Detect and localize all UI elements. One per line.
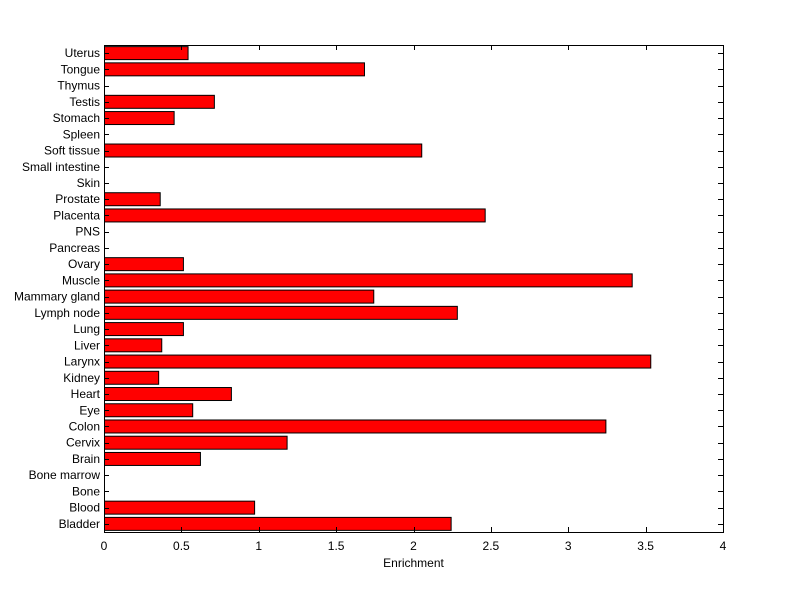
x-tick-label-6: 3 [565, 539, 572, 553]
y-tick-label-bone: Bone [72, 484, 100, 498]
y-tick-label-placenta: Placenta [53, 208, 100, 222]
y-tick-label-bone-marrow: Bone marrow [29, 468, 101, 482]
bar-mammary-gland [104, 289, 375, 304]
bar-lung [104, 322, 184, 337]
y-tick-label-kidney: Kidney [63, 371, 100, 385]
bar-colon [104, 419, 607, 434]
bar-muscle [104, 273, 633, 288]
bar-testis [104, 94, 215, 109]
y-tick-label-cervix: Cervix [66, 436, 100, 450]
y-tick-label-small-intestine: Small intestine [22, 160, 100, 174]
bar-cervix [104, 435, 288, 450]
y-tick-label-prostate: Prostate [55, 192, 100, 206]
y-tick-label-mammary-gland: Mammary gland [14, 290, 100, 304]
y-tick-label-thymus: Thymus [57, 79, 100, 93]
y-tick-label-colon: Colon [69, 419, 100, 433]
x-tick-label-0: 0 [101, 539, 108, 553]
y-tick-label-spleen: Spleen [63, 127, 100, 141]
x-tick-label-1: 0.5 [173, 539, 190, 553]
x-axis-label: Enrichment [383, 556, 444, 570]
y-tick-label-testis: Testis [69, 95, 100, 109]
bar-soft-tissue [104, 143, 423, 158]
y-tick-label-ovary: Ovary [68, 257, 100, 271]
y-tick-label-lymph-node: Lymph node [34, 306, 100, 320]
y-tick-label-liver: Liver [74, 338, 100, 352]
y-tick-label-bladder: Bladder [59, 517, 100, 531]
y-tick-label-heart: Heart [71, 387, 101, 401]
bars-group [104, 46, 652, 531]
bar-larynx [104, 354, 652, 369]
bar-stomach [104, 111, 175, 126]
y-tick-label-larynx: Larynx [64, 355, 100, 369]
y-tick-label-blood: Blood [69, 501, 100, 515]
bar-placenta [104, 208, 486, 223]
x-tick-label-2: 1 [255, 539, 262, 553]
y-axis-ticks: Bladder Blood Bone Bone marrow Brain Cervix Co… [14, 46, 723, 531]
x-tick-label-4: 2 [410, 539, 417, 553]
x-tick-label-5: 2.5 [483, 539, 500, 553]
x-tick-label-7: 3.5 [637, 539, 654, 553]
plot-area-frame [104, 45, 724, 533]
y-tick-label-stomach: Stomach [53, 111, 100, 125]
y-tick-label-uterus: Uterus [65, 46, 100, 60]
bar-liver [104, 338, 163, 353]
y-tick-label-soft-tissue: Soft tissue [44, 144, 100, 158]
y-tick-label-pns: PNS [75, 225, 100, 239]
bar-bladder [104, 516, 452, 531]
x-tick-label-3: 1.5 [328, 539, 345, 553]
y-tick-label-muscle: Muscle [62, 273, 100, 287]
y-tick-label-skin: Skin [77, 176, 100, 190]
y-tick-label-lung: Lung [73, 322, 100, 336]
bar-uterus [104, 46, 189, 61]
x-tick-label-8: 4 [720, 539, 727, 553]
bar-lymph-node [104, 305, 458, 320]
bar-tongue [104, 62, 365, 77]
bar-ovary [104, 257, 184, 272]
y-tick-label-eye: Eye [79, 403, 100, 417]
bar-eye [104, 403, 194, 418]
bar-brain [104, 451, 201, 466]
bar-blood [104, 500, 256, 515]
y-tick-label-pancreas: Pancreas [49, 241, 100, 255]
bar-prostate [104, 192, 161, 207]
bar-heart [104, 387, 232, 402]
bar-kidney [104, 370, 160, 385]
y-tick-label-brain: Brain [72, 452, 100, 466]
y-tick-label-tongue: Tongue [61, 62, 101, 76]
